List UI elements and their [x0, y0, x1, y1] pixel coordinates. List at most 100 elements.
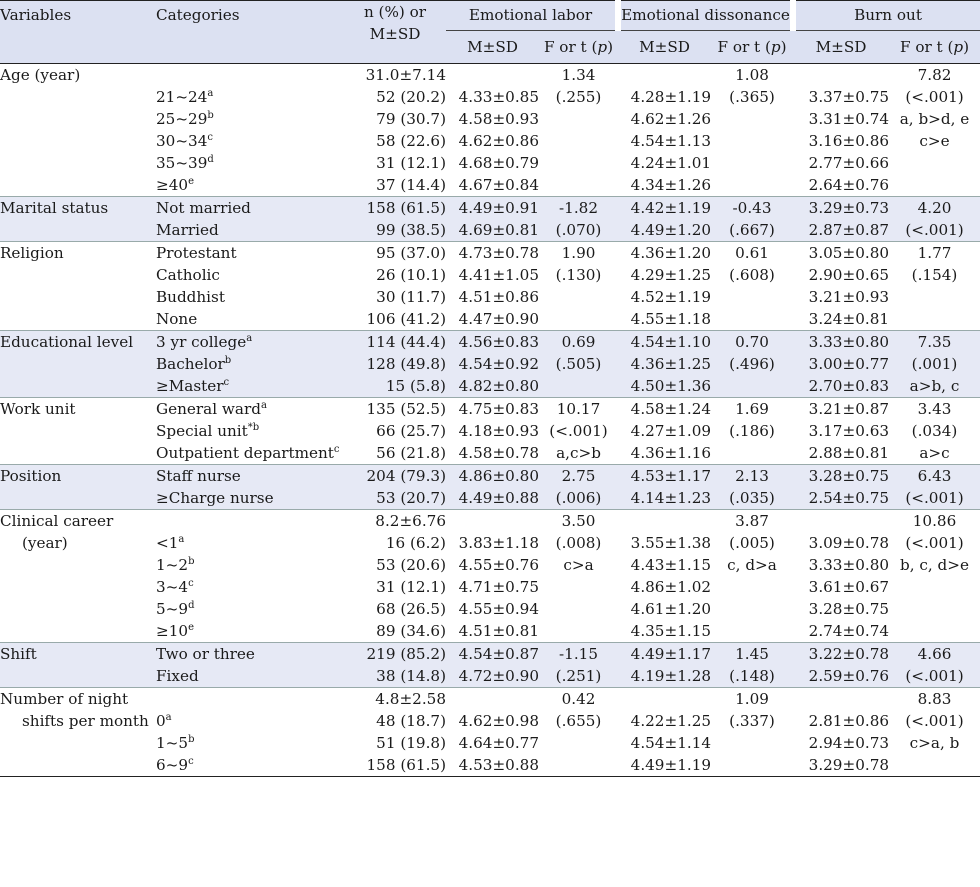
bo-fort-cell-text: (.154): [911, 266, 958, 284]
ed-fort-cell-text: (.667): [729, 221, 775, 239]
category-cell: 35~39d: [156, 152, 344, 174]
category-cell: Married: [156, 219, 344, 242]
ed-msd-cell: [618, 64, 711, 87]
el-fort-cell: (.255): [539, 86, 618, 108]
category-cell-text: ≥40: [156, 176, 189, 194]
el-fort-cell: [539, 286, 618, 308]
el-fort-cell: (.130): [539, 264, 618, 286]
el-fort-cell: [539, 375, 618, 398]
el-fort-cell-text: c>a: [563, 556, 594, 574]
bo-msd-cell: 2.54±0.75: [793, 487, 889, 510]
ed-msd-cell-text: 4.29±1.25: [630, 266, 712, 284]
variable-cell: [0, 130, 156, 152]
el-fort-cell-text: (.008): [555, 534, 602, 552]
category-cell-text: 3 yr college: [156, 333, 247, 351]
ed-msd-cell-text: 4.54±1.13: [630, 132, 712, 150]
bo-msd-cell-text: 2.70±0.83: [808, 377, 890, 395]
ed-fort-cell: 1.08: [711, 64, 793, 87]
n-cell: 114 (44.4): [344, 331, 446, 354]
bo-msd-cell-text: 2.94±0.73: [808, 734, 890, 752]
ed-fort-cell: -0.43: [711, 197, 793, 220]
bo-msd-cell-text: 2.90±0.65: [808, 266, 890, 284]
table-row: Special unit*b 66 (25.7) 4.18±0.93 (<.001) 4…: [0, 420, 980, 442]
bo-msd-cell: 3.28±0.75: [793, 598, 889, 620]
variable-cell-text: Marital status: [0, 199, 109, 217]
el-msd-cell-text: 4.58±0.78: [458, 444, 539, 462]
category-cell: ≥10e: [156, 620, 344, 643]
bo-msd-cell: 2.64±0.76: [793, 174, 889, 197]
el-fort-cell-text: 3.50: [561, 512, 596, 530]
category-cell: Staff nurse: [156, 465, 344, 488]
row-group: Age (year) 31.0±7.14 1.34 1.08 7.82 21~24a 52 …: [0, 64, 980, 197]
el-msd-cell: 4.18±0.93: [446, 420, 539, 442]
bo-msd-cell: 3.22±0.78: [793, 643, 889, 666]
n-cell: 135 (52.5): [344, 398, 446, 421]
n-cell-text: 30 (11.7): [376, 288, 446, 306]
n-cell-text: 219 (85.2): [366, 645, 446, 663]
header-n-line1: n (%) or: [363, 3, 427, 21]
variable-cell: [0, 487, 156, 510]
variable-cell: [0, 353, 156, 375]
category-cell: [156, 510, 344, 533]
category-cell: 6~9c: [156, 754, 344, 777]
bo-fort-cell: 1.77: [889, 242, 980, 265]
bo-fort-cell-text: 8.83: [917, 690, 952, 708]
variable-cell: [0, 442, 156, 465]
n-cell: 51 (19.8): [344, 732, 446, 754]
ed-fort-cell: 1.09: [711, 688, 793, 711]
el-msd-cell-text: 4.69±0.81: [458, 221, 539, 239]
bo-fort-cell: [889, 576, 980, 598]
el-fort-cell: (.505): [539, 353, 618, 375]
category-cell-text: 35~39: [156, 154, 208, 172]
ed-msd-cell: 4.54±1.14: [618, 732, 711, 754]
ed-msd-cell-text: 4.49±1.17: [630, 645, 712, 663]
el-msd-cell: [446, 64, 539, 87]
category-cell: 1~5b: [156, 732, 344, 754]
ed-fort-cell-text: c, d>a: [727, 556, 777, 574]
variable-cell-text: Educational level: [0, 333, 134, 351]
el-fort-cell-text: 0.42: [561, 690, 596, 708]
ed-msd-cell-text: 4.86±1.02: [630, 578, 712, 596]
bo-msd-cell-text: 3.61±0.67: [808, 578, 890, 596]
table-row: Educational level 3 yr collegea 114 (44.4)…: [0, 331, 980, 354]
n-cell: 53 (20.7): [344, 487, 446, 510]
n-cell: 52 (20.2): [344, 86, 446, 108]
ed-msd-cell-text: 4.53±1.17: [630, 467, 712, 485]
category-cell-text: None: [156, 310, 198, 328]
el-msd-cell: 4.33±0.85: [446, 86, 539, 108]
ed-fort-cell-text: 0.70: [735, 333, 769, 351]
n-cell-text: 38 (14.8): [376, 667, 446, 685]
category-superscript: c: [207, 132, 213, 143]
category-cell-text: ≥10: [156, 622, 189, 640]
variable-cell: Position: [0, 465, 156, 488]
ed-msd-cell-text: 4.14±1.23: [630, 489, 712, 507]
n-cell: 56 (21.8): [344, 442, 446, 465]
bo-msd-cell-text: 2.81±0.86: [808, 712, 890, 730]
category-cell-text: 5~9: [156, 600, 189, 618]
table-row: 1~2b 53 (20.6) 4.55±0.76 c>a 4.43±1.15 c, d>a…: [0, 554, 980, 576]
variable-cell-text: Position: [0, 467, 62, 485]
variable-cell: [0, 375, 156, 398]
el-msd-cell: 4.54±0.87: [446, 643, 539, 666]
row-group: Shift Two or three 219 (85.2) 4.54±0.87 -1.1…: [0, 642, 980, 688]
el-msd-cell-text: 4.55±0.76: [458, 556, 539, 574]
el-fort-cell-text: 1.90: [561, 244, 596, 262]
table-row: Marital status Not married 158 (61.5) 4.49±…: [0, 197, 980, 220]
bo-msd-cell: [793, 64, 889, 87]
ed-msd-cell-text: 4.24±1.01: [630, 154, 712, 172]
n-cell-text: 128 (49.8): [366, 355, 446, 373]
bo-fort-cell: 7.82: [889, 64, 980, 87]
el-fort-cell-text: 0.69: [561, 333, 596, 351]
bo-msd-cell: 2.94±0.73: [793, 732, 889, 754]
category-cell-text: ≥Master: [156, 377, 224, 395]
category-superscript: a: [246, 333, 253, 344]
bo-msd-cell: 3.33±0.80: [793, 554, 889, 576]
bo-fort-cell-text: 4.66: [917, 645, 952, 663]
n-cell-text: 79 (30.7): [376, 110, 446, 128]
ed-msd-cell: 4.53±1.17: [618, 465, 711, 488]
table-row: Outpatient departmentc 56 (21.8) 4.58±0.78…: [0, 442, 980, 465]
ed-fort-cell: (.365): [711, 86, 793, 108]
bo-fort-cell-text: 7.35: [917, 333, 952, 351]
row-group: Work unit General warda 135 (52.5) 4.75±0.8…: [0, 398, 980, 465]
category-cell-text: General ward: [156, 400, 261, 418]
